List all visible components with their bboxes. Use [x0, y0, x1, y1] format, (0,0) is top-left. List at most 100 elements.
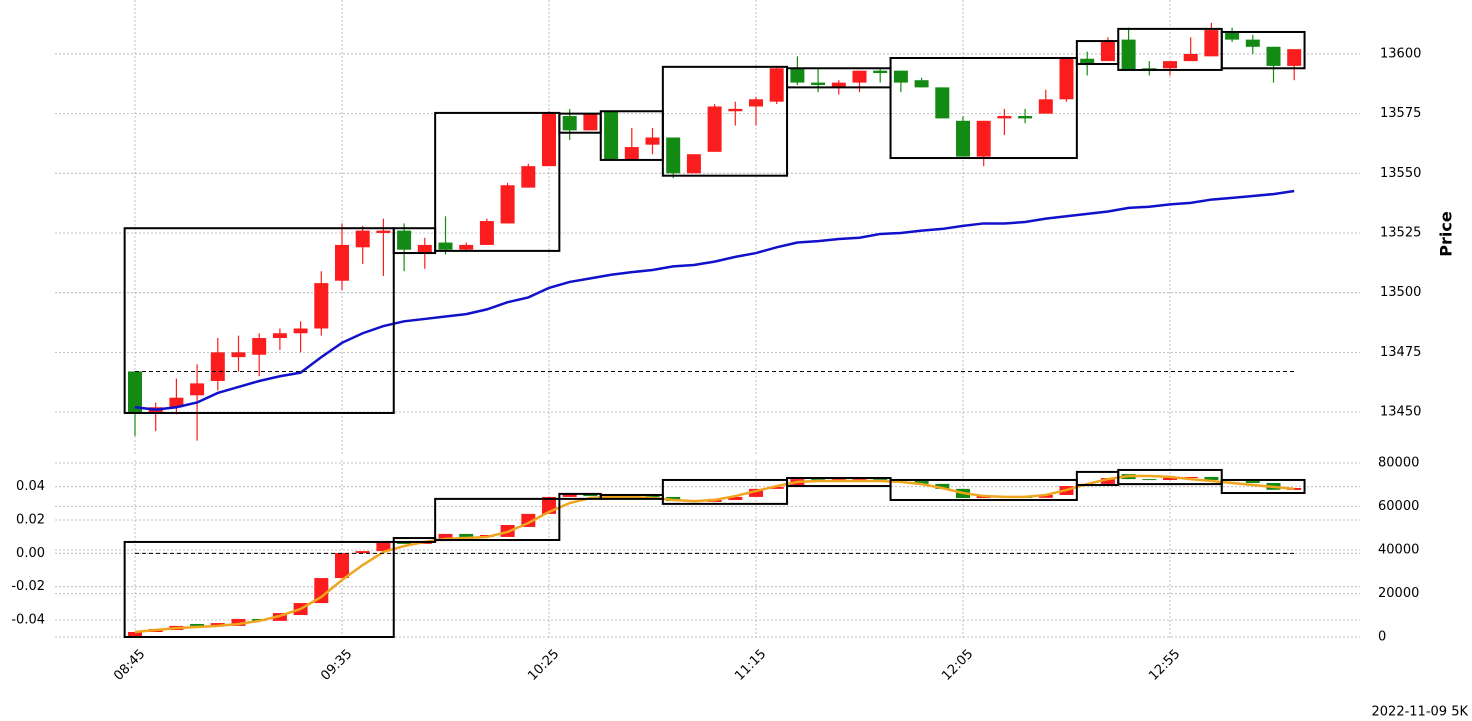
y-tick-label: 0.02	[16, 513, 45, 528]
candle-body	[997, 116, 1012, 119]
y-tick-label: 13475	[1380, 345, 1421, 360]
candle-body	[1225, 32, 1240, 40]
candle-body	[479, 221, 494, 245]
range-box	[889, 478, 1078, 501]
line	[134, 474, 1295, 634]
candle-body	[521, 166, 536, 188]
x-tick-label: 10:25	[525, 647, 562, 684]
candle-body	[624, 147, 639, 159]
candle-body	[583, 493, 598, 497]
candle-body	[314, 578, 329, 604]
range-box	[434, 497, 561, 541]
y-tick-label: 13500	[1380, 285, 1421, 300]
candle-body	[1080, 58, 1095, 64]
candle-body	[1059, 58, 1074, 100]
range-box	[661, 478, 789, 505]
candle-body	[1038, 99, 1053, 114]
candle-body	[459, 533, 474, 537]
candle-body	[1266, 46, 1281, 66]
candle-body	[438, 242, 453, 250]
candle-body	[293, 328, 308, 334]
candle-body	[397, 230, 412, 250]
candle-body	[128, 371, 142, 413]
y-tick-label: 0.00	[16, 546, 45, 561]
y-tick-label: 0.04	[16, 479, 45, 494]
candle-body	[852, 479, 867, 481]
candle-body	[1100, 42, 1115, 62]
range-box	[1220, 478, 1306, 495]
candle-body	[314, 283, 329, 329]
candle-body	[728, 496, 743, 500]
candle-body	[128, 631, 142, 637]
candle-body	[1018, 116, 1033, 119]
candle-body	[666, 137, 681, 174]
candle-body	[645, 496, 660, 498]
candle-body	[417, 244, 432, 253]
candle-body	[604, 111, 619, 159]
candle-body	[1100, 478, 1115, 484]
candle-body	[873, 479, 888, 481]
candle-body	[210, 352, 225, 381]
candle-body	[1163, 61, 1177, 69]
candle-body	[459, 244, 474, 250]
x-tick-label: 12:05	[939, 647, 976, 684]
candle-body	[1287, 488, 1302, 490]
candle-body	[1121, 39, 1136, 71]
candle-body	[335, 244, 349, 281]
candle-body	[749, 99, 763, 107]
candle-body	[190, 623, 205, 626]
y2-tick-label: 0	[1378, 629, 1386, 644]
candle-body	[769, 486, 784, 489]
footnote: 2022-11-09 5K	[1372, 705, 1469, 720]
candle-body	[438, 533, 453, 542]
candle-body	[1142, 479, 1157, 481]
candle-body	[935, 483, 950, 489]
range-box	[889, 57, 1078, 160]
candle-body	[1287, 49, 1302, 66]
candle-body	[562, 116, 577, 131]
candle-body	[645, 137, 660, 145]
candle-body	[252, 338, 267, 355]
candle-body	[1245, 39, 1260, 47]
candle-body	[210, 623, 225, 626]
candle-body	[914, 80, 929, 88]
candle-body	[583, 113, 598, 131]
candle-body	[852, 70, 867, 83]
candle-body	[355, 551, 370, 554]
candle-body	[914, 481, 929, 484]
candle-body	[707, 106, 722, 152]
range-box	[1220, 30, 1306, 70]
y-axis-label: Price	[1437, 211, 1456, 257]
candle-body	[1038, 494, 1053, 498]
candle-body	[1183, 476, 1198, 479]
line	[134, 189, 1295, 411]
x-tick-label: 09:35	[318, 647, 355, 684]
candle-body	[873, 70, 888, 74]
y2-tick-label: 20000	[1378, 586, 1419, 601]
range-box	[434, 111, 561, 252]
candle-body	[335, 553, 349, 579]
candle-body	[231, 618, 246, 626]
candle-body	[769, 68, 784, 102]
y-tick-label: 13450	[1380, 405, 1421, 420]
candle-body	[976, 120, 991, 157]
y-tick-label: 13575	[1380, 106, 1421, 121]
x-tick-label: 08:45	[111, 647, 148, 684]
candle-body	[355, 230, 370, 248]
range-box	[1117, 468, 1223, 486]
candle-body	[376, 541, 391, 552]
y2-tick-label: 80000	[1378, 456, 1419, 471]
range-box	[123, 227, 395, 414]
y-tick-label: 13525	[1380, 225, 1421, 240]
candle-body	[749, 488, 763, 497]
range-box	[661, 65, 789, 177]
x-tick-label: 11:15	[732, 647, 769, 684]
candle-body	[562, 493, 577, 497]
candle-body	[1183, 53, 1198, 62]
candle-body	[272, 333, 287, 339]
y2-tick-label: 40000	[1378, 543, 1419, 558]
candle-body	[1245, 481, 1260, 484]
candle-body	[542, 113, 556, 167]
x-tick-label: 12:55	[1146, 647, 1183, 684]
